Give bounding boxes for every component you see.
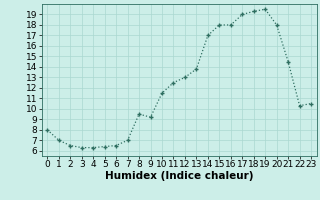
X-axis label: Humidex (Indice chaleur): Humidex (Indice chaleur) xyxy=(105,171,253,181)
